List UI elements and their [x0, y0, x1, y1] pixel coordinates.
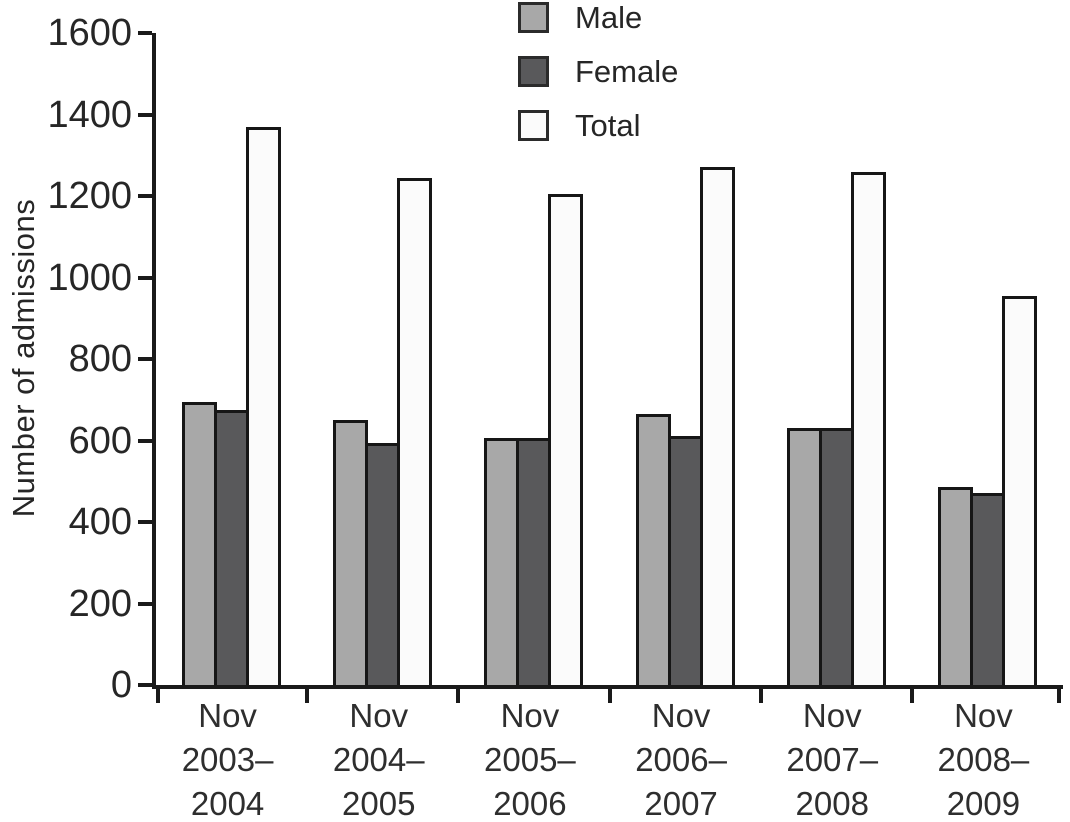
female-bar	[516, 438, 552, 685]
bar-group	[156, 33, 307, 685]
x-axis-tick-label-line: 2008	[795, 785, 869, 822]
x-axis-tick	[456, 689, 461, 703]
x-axis-tick-label: Nov 2007– 2008	[757, 694, 908, 822]
male-bar	[333, 420, 369, 685]
y-axis-tick	[138, 275, 152, 280]
male-bar	[484, 438, 520, 685]
y-axis-tick	[138, 601, 152, 606]
total-bar	[246, 127, 282, 685]
female-swatch-icon	[518, 56, 549, 87]
x-axis-tick-label-line: Nov	[349, 697, 409, 734]
male-bar	[635, 414, 671, 685]
legend: Male Female Total	[518, 0, 679, 164]
y-axis-tick-label: 1600	[47, 12, 132, 54]
x-axis-tick-label-line: 2005–	[484, 741, 576, 778]
total-bar	[548, 194, 584, 685]
x-axis-tick-label-line: 2005	[342, 785, 416, 822]
x-axis-tick-label-line: 2004–	[332, 741, 425, 778]
x-axis-tick-label-line: Nov	[500, 697, 560, 734]
y-axis-tick	[138, 194, 152, 198]
bar-group	[610, 33, 761, 685]
x-axis-tick	[156, 689, 160, 703]
y-axis-tick-label: 1200	[47, 175, 132, 217]
x-axis-tick-label: Nov 2008– 2009	[908, 694, 1059, 822]
total-bar	[699, 167, 735, 685]
x-axis-tick-label-line: Nov	[198, 697, 257, 734]
y-axis-tick-label: 400	[68, 501, 132, 543]
x-axis-tick	[909, 689, 914, 703]
x-axis-tick-label-line: 2008–	[937, 741, 1030, 778]
total-bar	[1001, 296, 1037, 685]
y-axis-tick-label: 200	[68, 582, 132, 625]
y-axis-tick	[138, 357, 152, 361]
x-axis-tick-label-line: Nov	[802, 697, 862, 734]
y-axis-tick-label: 800	[68, 338, 132, 380]
x-axis-tick-label-line: Nov	[651, 697, 711, 734]
x-axis-tick	[607, 689, 612, 703]
x-axis-tick-label-line: 2006–	[635, 741, 727, 778]
legend-item-male: Male	[518, 0, 678, 35]
total-swatch-icon	[518, 110, 549, 141]
y-axis-tick-label: 0	[110, 664, 132, 706]
plot-area	[138, 31, 1063, 703]
x-axis-tick	[305, 689, 310, 703]
y-axis-tick	[138, 438, 152, 443]
x-axis-tick-label: Nov 2003– 2004	[152, 694, 303, 822]
bar-group	[761, 33, 912, 685]
x-axis-tick	[758, 689, 763, 703]
male-bar	[937, 487, 973, 685]
legend-label: Male	[575, 0, 643, 35]
female-bar	[667, 436, 703, 685]
total-bar	[850, 172, 886, 685]
legend-label: Total	[575, 107, 641, 143]
y-axis-tick	[138, 112, 152, 117]
x-axis-tick-label-line: 2009	[946, 785, 1021, 822]
y-axis-tick	[138, 683, 152, 687]
y-axis-tick-label: 1000	[47, 256, 132, 299]
x-axis-tick	[1057, 689, 1061, 703]
legend-item-female: Female	[518, 53, 679, 89]
legend-item-total: Total	[518, 107, 678, 143]
female-bar	[365, 443, 401, 685]
bar-group	[912, 33, 1063, 685]
y-axis-tick-label: 600	[68, 419, 132, 462]
male-swatch-icon	[518, 2, 549, 33]
female-bar	[969, 493, 1005, 685]
male-bar	[786, 428, 822, 685]
bar-group	[458, 33, 609, 685]
x-axis-tick-label-line: 2003–	[181, 741, 274, 778]
total-bar	[397, 178, 433, 685]
x-axis-tick-label-line: 2007–	[786, 741, 879, 778]
x-axis-tick-label-line: 2007	[644, 785, 718, 822]
female-bar	[214, 410, 250, 685]
female-bar	[818, 428, 854, 685]
x-axis-tick-label: Nov 2004– 2005	[303, 694, 454, 822]
x-axis-tick-labels: Nov 2003– 2004 Nov 2004– 2005 Nov 2005– 2006 Nov 2…	[152, 694, 1059, 822]
x-axis-tick-label-line: Nov	[954, 697, 1013, 734]
y-axis-tick	[138, 520, 152, 524]
legend-label: Female	[575, 53, 679, 89]
x-axis-tick-label: Nov 2006– 2007	[606, 694, 757, 822]
x-axis-tick-label: Nov 2005– 2006	[454, 694, 605, 822]
y-axis-tick-label: 1400	[47, 93, 132, 136]
bar-group	[307, 33, 458, 685]
x-axis-tick-label-line: 2006	[493, 785, 567, 822]
x-axis-tick-label-line: 2004	[190, 785, 265, 822]
y-axis-tick	[138, 31, 152, 35]
male-bar	[182, 402, 218, 685]
